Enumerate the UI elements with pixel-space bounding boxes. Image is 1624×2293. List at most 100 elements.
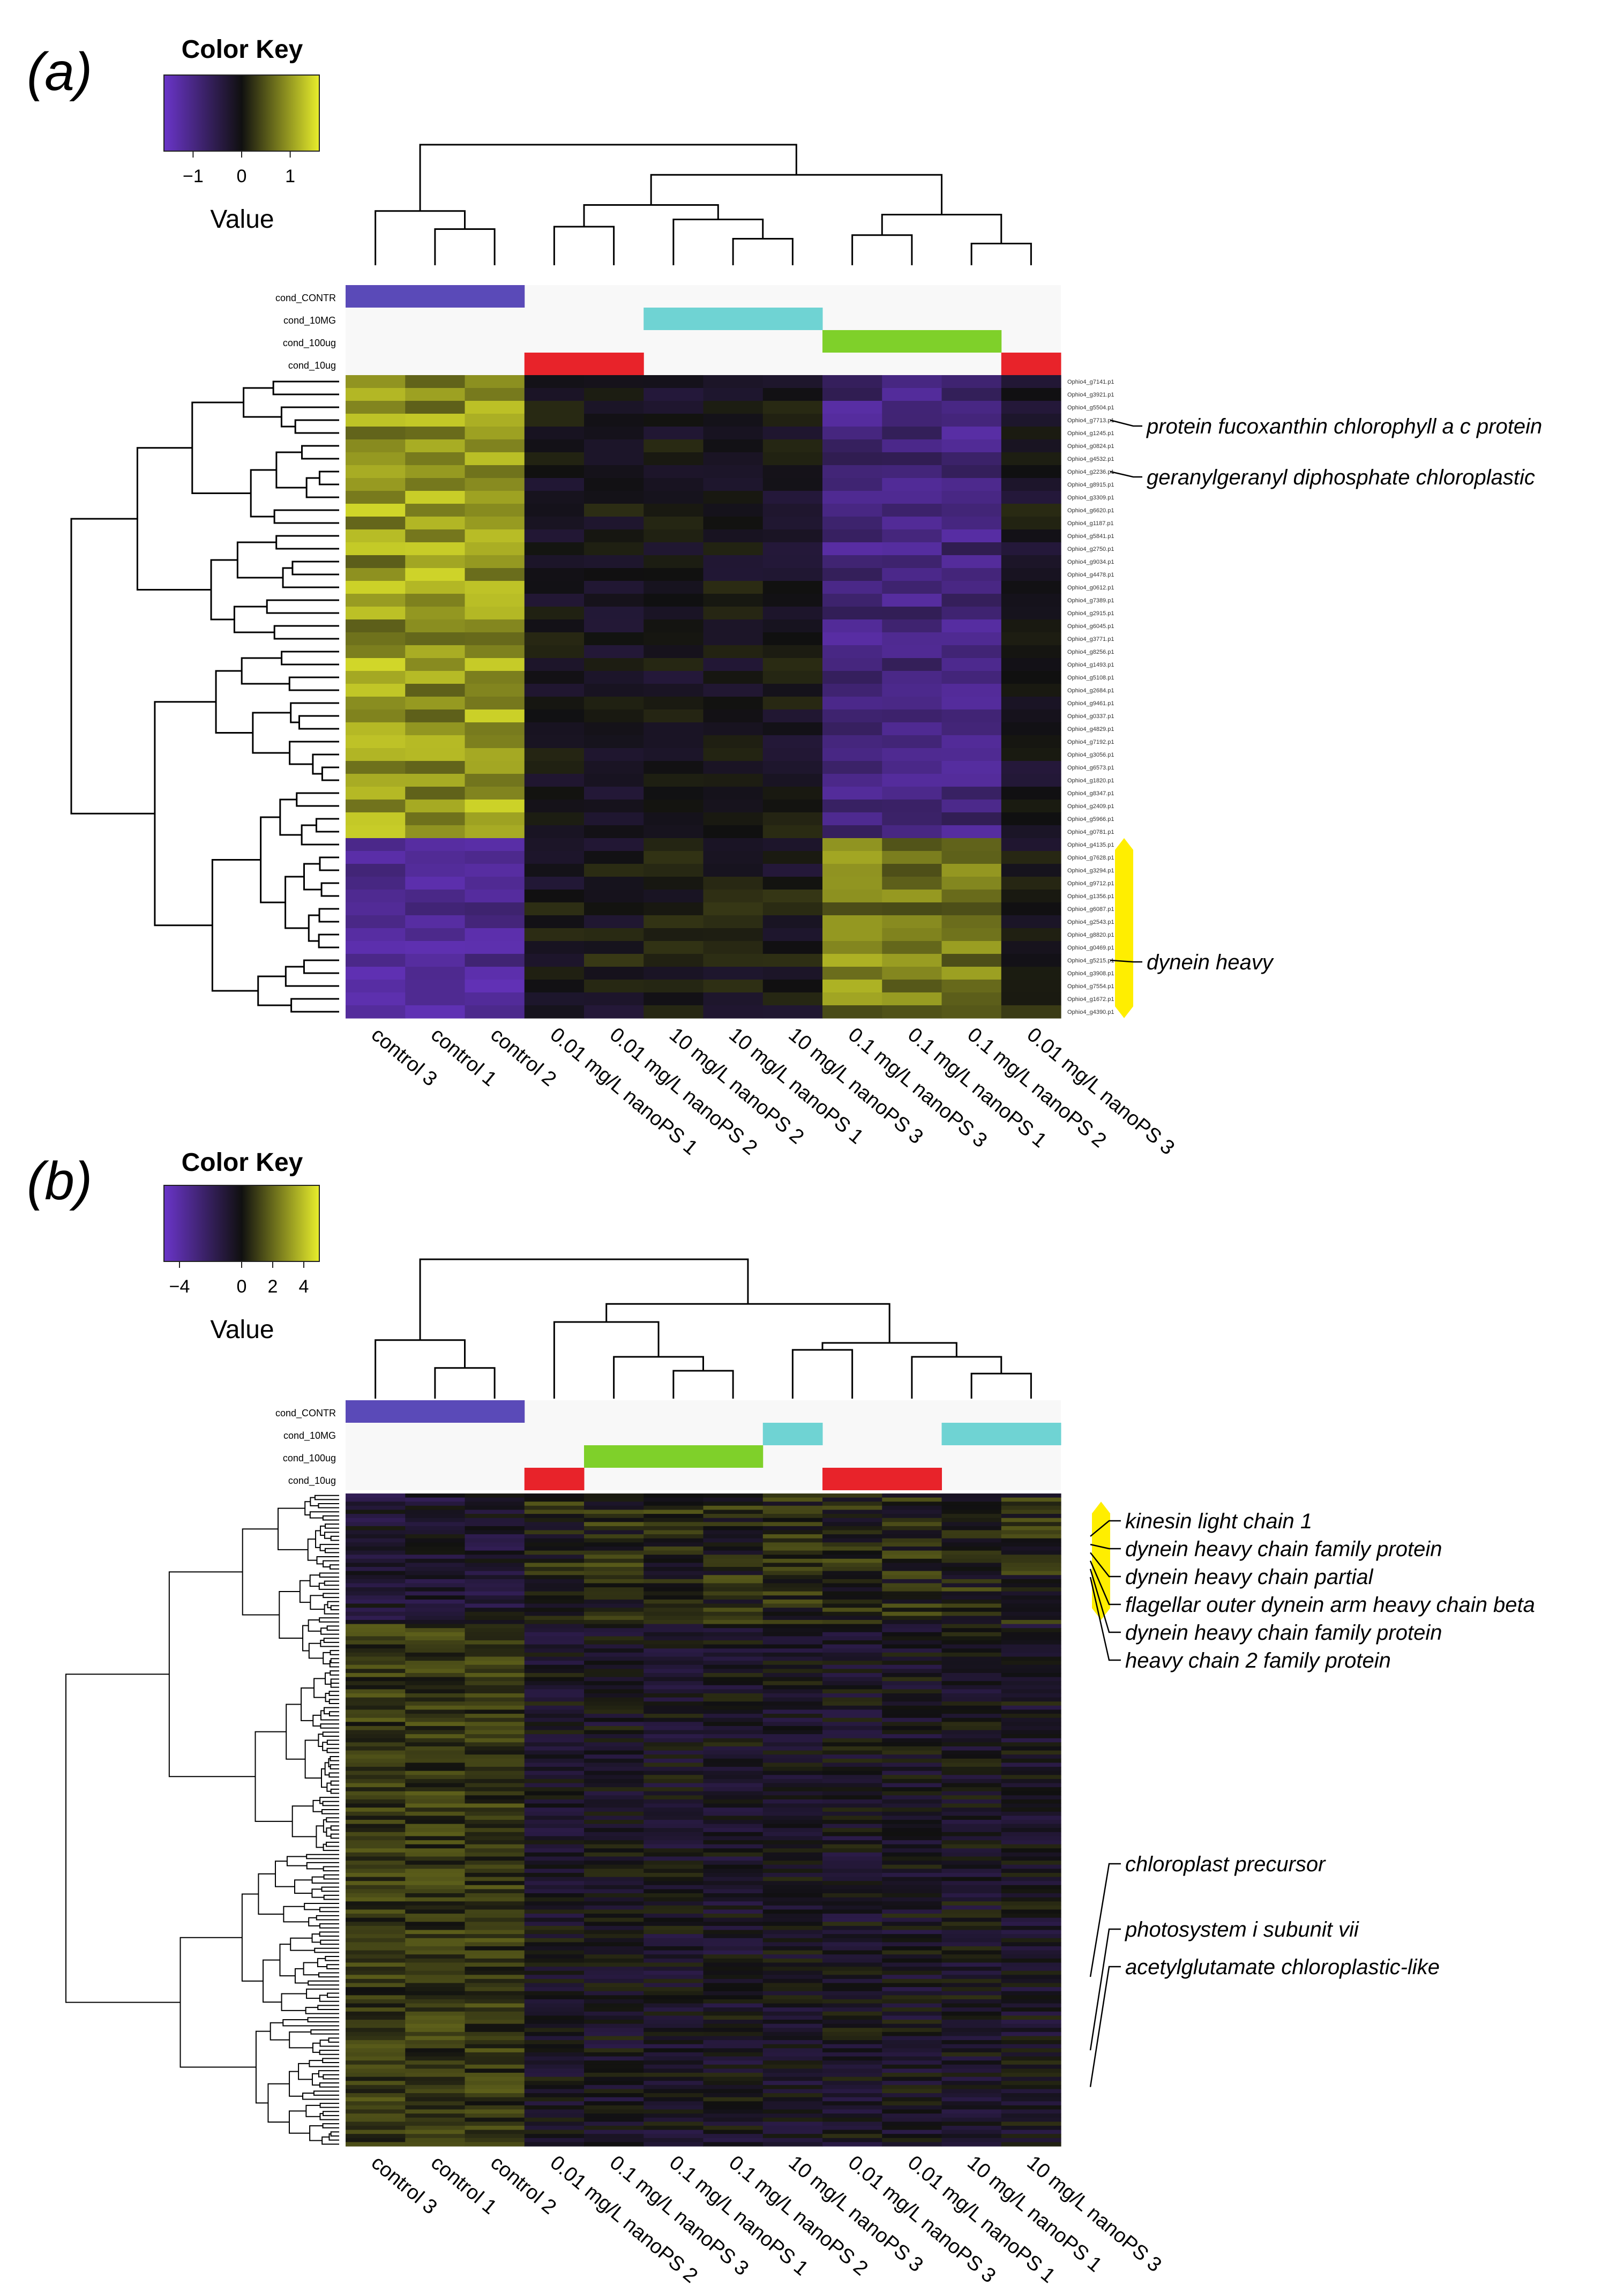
heatmap-cell xyxy=(703,722,764,736)
heatmap-cell xyxy=(822,2060,882,2065)
heatmap-cell xyxy=(941,1726,1002,1731)
heatmap-cell xyxy=(941,1807,1002,1812)
heatmap-cell xyxy=(762,1771,823,1775)
heatmap-cell xyxy=(643,1783,704,1788)
heatmap-cell xyxy=(1001,388,1061,401)
heatmap-cell xyxy=(941,1714,1002,1719)
heatmap-cell xyxy=(643,954,704,967)
heatmap-cell xyxy=(524,2007,585,2012)
heatmap-cell xyxy=(584,1930,644,1935)
heatmap-cell xyxy=(584,1844,644,1849)
heatmap-cell xyxy=(882,2142,942,2147)
heatmap-cell xyxy=(882,1689,942,1694)
heatmap-cell xyxy=(524,1714,585,1719)
heatmap-cell xyxy=(465,697,525,710)
heatmap-cell xyxy=(703,1958,764,1963)
dendro-link xyxy=(322,1801,339,1806)
heatmap-cell xyxy=(643,812,704,826)
heatmap-cell xyxy=(643,1652,704,1657)
heatmap-cell xyxy=(465,1999,525,2004)
heatmap-cell xyxy=(584,800,644,813)
heatmap-cell xyxy=(882,632,942,646)
heatmap-cell xyxy=(405,1624,466,1629)
heatmap-cell xyxy=(643,375,704,389)
heatmap-cell xyxy=(762,1995,823,2000)
dendro-link xyxy=(296,792,339,807)
dendro-link xyxy=(323,1652,331,1664)
heatmap-cell xyxy=(822,1722,882,1727)
heatmap-cell xyxy=(643,594,704,607)
heatmap-cell xyxy=(584,619,644,633)
heatmap-cell xyxy=(1001,1672,1061,1678)
heatmap-cell xyxy=(524,517,585,530)
heatmap-cell xyxy=(584,594,644,607)
heatmap-cell xyxy=(822,1771,882,1775)
heatmap-cell xyxy=(703,375,764,389)
heatmap-cell xyxy=(524,1579,585,1584)
heatmap-cell xyxy=(941,2093,1002,2098)
heatmap-cell xyxy=(524,1893,585,1898)
heatmap-cell xyxy=(405,2089,466,2094)
condition-cell xyxy=(584,1445,644,1468)
heatmap-cell xyxy=(1001,1925,1061,1931)
heatmap-cell xyxy=(703,1975,764,1980)
condition-cell xyxy=(882,330,942,353)
heatmap-cell xyxy=(405,1661,466,1665)
heatmap-cell xyxy=(643,1717,704,1722)
heatmap-cell xyxy=(1001,1624,1061,1629)
dendro-link xyxy=(310,2029,339,2035)
heatmap-cell xyxy=(346,2068,406,2073)
heatmap-cell xyxy=(346,1987,406,1992)
heatmap-cell xyxy=(346,1893,406,1898)
heatmap-cell xyxy=(822,2097,882,2102)
heatmap-cell xyxy=(941,864,1002,877)
heatmap-cell xyxy=(346,2085,406,2090)
heatmap-cell xyxy=(882,877,942,890)
heatmap-cell xyxy=(584,517,644,530)
dendro-link xyxy=(308,1642,324,1659)
heatmap-cell xyxy=(405,774,466,787)
heatmap-cell xyxy=(584,941,644,954)
heatmap-cell xyxy=(762,1522,823,1527)
heatmap-cell xyxy=(882,761,942,774)
heatmap-cell xyxy=(762,1914,823,1918)
heatmap-cell xyxy=(941,1861,1002,1865)
heatmap-cell xyxy=(346,2060,406,2065)
heatmap-cell xyxy=(584,1934,644,1939)
heatmap-cell xyxy=(465,452,525,466)
heatmap-cell xyxy=(405,671,466,684)
heatmap-cell xyxy=(1001,890,1061,903)
heatmap-cell xyxy=(524,1930,585,1935)
row-label: Ophio4_g3056.p1 xyxy=(1067,752,1114,758)
dendro-link xyxy=(252,712,291,754)
heatmap-cell xyxy=(882,967,942,980)
heatmap-cell xyxy=(1001,1783,1061,1788)
heatmap-cell xyxy=(762,1987,823,1992)
heatmap-cell xyxy=(1001,902,1061,916)
heatmap-cell xyxy=(405,2081,466,2086)
dendro-link xyxy=(375,210,466,265)
dendro-link xyxy=(330,1756,339,1761)
heatmap-cell xyxy=(465,1603,525,1608)
heatmap-cell xyxy=(1001,1807,1061,1812)
heatmap-cell xyxy=(941,2020,1002,2025)
key-tick-label: 2 xyxy=(268,1276,278,1297)
heatmap-cell xyxy=(822,1538,882,1543)
heatmap-cell xyxy=(643,1967,704,1971)
heatmap-cell xyxy=(465,1648,525,1653)
heatmap-cell xyxy=(643,1734,704,1739)
heatmap-cell xyxy=(762,581,823,594)
heatmap-cell xyxy=(822,452,882,466)
heatmap-cell xyxy=(941,1848,1002,1853)
heatmap-cell xyxy=(822,2130,882,2134)
heatmap-cell xyxy=(405,1636,466,1641)
heatmap-cell xyxy=(1001,1583,1061,1588)
heatmap-cell xyxy=(405,1844,466,1849)
heatmap-cell xyxy=(703,1799,764,1804)
heatmap-cell xyxy=(346,452,406,466)
heatmap-cell xyxy=(882,555,942,569)
condition-cell xyxy=(703,1445,764,1468)
heatmap-cell xyxy=(584,1534,644,1539)
heatmap-cell xyxy=(762,684,823,697)
heatmap-cell xyxy=(703,1514,764,1519)
